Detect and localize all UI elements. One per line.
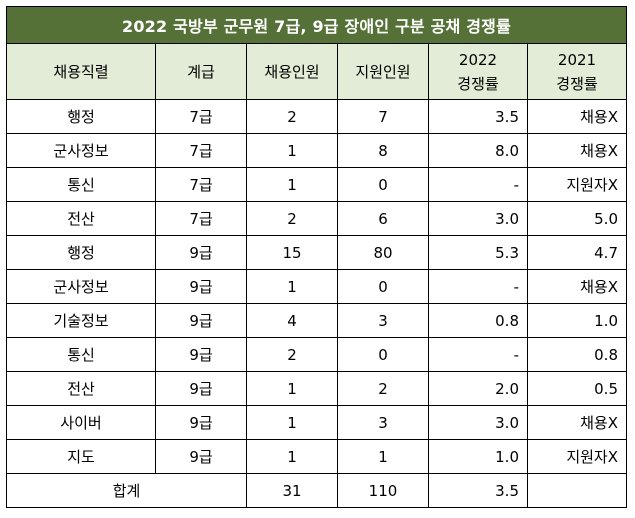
table-row: 전산 7급 2 6 3.0 5.0 xyxy=(6,201,627,236)
cell-hires: 1 xyxy=(246,405,338,440)
cell-rate-2021: 지원자X xyxy=(527,167,627,202)
cell-grade: 9급 xyxy=(155,269,247,304)
cell-rate-2021: 채용X xyxy=(527,405,627,440)
cell-grade: 7급 xyxy=(155,201,247,236)
table-row: 행정 7급 2 7 3.5 채용X xyxy=(6,99,627,134)
cell-hires: 1 xyxy=(246,167,338,202)
cell-hires: 1 xyxy=(246,133,338,168)
cell-applicants: 80 xyxy=(337,235,429,270)
cell-grade: 7급 xyxy=(155,99,247,134)
cell-rate-2022: 1.0 xyxy=(428,439,528,474)
cell-hires: 1 xyxy=(246,371,338,406)
cell-hires: 2 xyxy=(246,201,338,236)
table-row: 기술정보 9급 4 3 0.8 1.0 xyxy=(6,303,627,338)
table-row: 지도 9급 1 1 1.0 지원자X xyxy=(6,439,627,474)
cell-job: 기술정보 xyxy=(6,303,156,338)
table-row: 통신 9급 2 0-0.8 xyxy=(6,337,627,372)
cell-hires: 15 xyxy=(246,235,338,270)
cell-grade: 7급 xyxy=(155,167,247,202)
cell-job: 행정 xyxy=(6,235,156,270)
table-body: 행정 7급 2 7 3.5 채용X 군사정보 7급 1 8 8.0 채용X 통신 7급 1 0- 지원자X 전산 7… xyxy=(6,99,627,474)
cell-applicants: 0 xyxy=(337,167,429,202)
cell-grade: 7급 xyxy=(155,133,247,168)
cell-rate-2022: 0.8 xyxy=(428,303,528,338)
cell-grade: 9급 xyxy=(155,337,247,372)
cell-rate-2022: 8.0 xyxy=(428,133,528,168)
cell-applicants: 6 xyxy=(337,201,429,236)
total-rate-2021 xyxy=(527,473,627,508)
header-rate-2022-year: 2022 xyxy=(458,50,498,69)
cell-job: 군사정보 xyxy=(6,133,156,168)
table-row: 행정 9급 15 80 5.3 4.7 xyxy=(6,235,627,270)
cell-applicants: 8 xyxy=(337,133,429,168)
total-rate-2022: 3.5 xyxy=(428,473,528,508)
cell-rate-2022: 3.5 xyxy=(428,99,528,134)
cell-rate-2022: - xyxy=(428,337,528,372)
cell-rate-2022: - xyxy=(428,269,528,304)
cell-rate-2021: 채용X xyxy=(527,99,627,134)
header-grade: 계급 xyxy=(155,43,247,100)
cell-hires: 1 xyxy=(246,439,338,474)
cell-rate-2021: 지원자X xyxy=(527,439,627,474)
cell-job: 전산 xyxy=(6,371,156,406)
cell-grade: 9급 xyxy=(155,371,247,406)
header-hires: 채용인원 xyxy=(246,43,338,100)
total-applicants: 110 xyxy=(337,473,429,508)
header-row: 채용직렬 계급 채용인원 지원인원 2022 경쟁률 2021 경쟁률 xyxy=(6,43,627,100)
competition-table-wrapper: 2022 국방부 군무원 7급, 9급 장애인 구분 공채 경쟁률 채용직렬 계… xyxy=(6,6,627,508)
cell-hires: 1 xyxy=(246,269,338,304)
table-row: 군사정보 9급 1 0- 채용X xyxy=(6,269,627,304)
cell-job: 행정 xyxy=(6,99,156,134)
cell-hires: 2 xyxy=(246,99,338,134)
cell-applicants: 0 xyxy=(337,269,429,304)
cell-rate-2021: 4.7 xyxy=(527,235,627,270)
table-row: 통신 7급 1 0- 지원자X xyxy=(6,167,627,202)
header-rate-2022: 2022 경쟁률 xyxy=(428,43,528,100)
cell-job: 사이버 xyxy=(6,405,156,440)
cell-applicants: 7 xyxy=(337,99,429,134)
header-job: 채용직렬 xyxy=(6,43,156,100)
header-rate-2022-label: 경쟁률 xyxy=(457,74,499,93)
competition-table: 2022 국방부 군무원 7급, 9급 장애인 구분 공채 경쟁률 채용직렬 계… xyxy=(6,6,627,508)
cell-rate-2021: 5.0 xyxy=(527,201,627,236)
cell-rate-2021: 1.0 xyxy=(527,303,627,338)
header-rate-2021: 2021 경쟁률 xyxy=(527,43,627,100)
cell-grade: 9급 xyxy=(155,303,247,338)
header-rate-2021-year: 2021 xyxy=(557,50,597,69)
cell-job: 지도 xyxy=(6,439,156,474)
header-rate-2021-label: 경쟁률 xyxy=(556,74,598,93)
cell-applicants: 0 xyxy=(337,337,429,372)
cell-rate-2022: 3.0 xyxy=(428,201,528,236)
cell-rate-2022: 3.0 xyxy=(428,405,528,440)
cell-applicants: 3 xyxy=(337,303,429,338)
table-title: 2022 국방부 군무원 7급, 9급 장애인 구분 공채 경쟁률 xyxy=(6,6,627,44)
cell-job: 전산 xyxy=(6,201,156,236)
cell-grade: 9급 xyxy=(155,235,247,270)
header-applicants: 지원인원 xyxy=(337,43,429,100)
cell-grade: 9급 xyxy=(155,405,247,440)
cell-job: 군사정보 xyxy=(6,269,156,304)
total-hires: 31 xyxy=(246,473,338,508)
cell-rate-2021: 0.8 xyxy=(527,337,627,372)
cell-applicants: 2 xyxy=(337,371,429,406)
cell-rate-2022: - xyxy=(428,167,528,202)
cell-grade: 9급 xyxy=(155,439,247,474)
cell-rate-2021: 채용X xyxy=(527,133,627,168)
total-label: 합계 xyxy=(6,473,247,508)
cell-applicants: 1 xyxy=(337,439,429,474)
cell-rate-2022: 5.3 xyxy=(428,235,528,270)
cell-applicants: 3 xyxy=(337,405,429,440)
cell-hires: 2 xyxy=(246,337,338,372)
cell-job: 통신 xyxy=(6,167,156,202)
table-row: 전산 9급 1 2 2.0 0.5 xyxy=(6,371,627,406)
cell-hires: 4 xyxy=(246,303,338,338)
cell-job: 통신 xyxy=(6,337,156,372)
table-row: 사이버 9급 1 3 3.0 채용X xyxy=(6,405,627,440)
total-row: 합계 31 110 3.5 xyxy=(6,473,627,508)
cell-rate-2021: 채용X xyxy=(527,269,627,304)
cell-rate-2022: 2.0 xyxy=(428,371,528,406)
cell-rate-2021: 0.5 xyxy=(527,371,627,406)
table-row: 군사정보 7급 1 8 8.0 채용X xyxy=(6,133,627,168)
